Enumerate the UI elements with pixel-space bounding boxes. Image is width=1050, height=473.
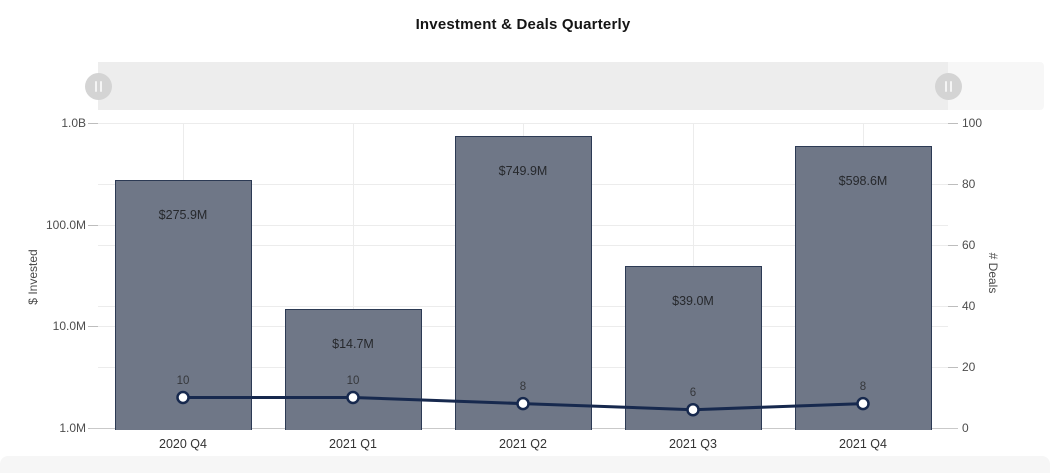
pause-grip-icon [100, 81, 102, 92]
left-axis-tick [88, 326, 98, 328]
x-axis-category-label: 2021 Q1 [329, 437, 377, 451]
bar-value-label: $39.0M [672, 294, 714, 309]
point-value-label: 10 [176, 374, 190, 387]
invested-bar[interactable] [284, 309, 422, 430]
right-axis-tick-label: 100 [962, 116, 983, 130]
line-point-marker[interactable] [176, 390, 190, 405]
x-axis-category-label: 2021 Q4 [839, 437, 887, 451]
chart-title: Investment & Deals Quarterly [415, 16, 631, 33]
pause-grip-icon [945, 81, 947, 92]
invested-bar[interactable] [114, 179, 252, 430]
left-axis-tick-label: 10.0M [52, 319, 86, 334]
line-point-marker[interactable] [516, 396, 530, 411]
bar-value-label: $275.9M [158, 207, 208, 222]
footer-bar [0, 456, 1050, 473]
left-axis-tick-label: 100.0M [45, 217, 86, 232]
invested-bar[interactable] [624, 266, 762, 430]
left-axis-tick-label: 1.0M [59, 421, 86, 435]
range-slider-right-handle[interactable] [935, 73, 962, 100]
x-axis-category-label: 2020 Q4 [159, 437, 207, 451]
right-axis-tick [948, 367, 958, 368]
right-axis-tick-label: 60 [962, 238, 976, 252]
pause-grip-icon [95, 81, 97, 92]
right-axis-tick-label: 0 [962, 421, 969, 435]
invested-bar[interactable] [794, 145, 932, 430]
bar-value-label: $598.6M [838, 173, 888, 188]
x-axis-category-label: 2021 Q2 [499, 437, 547, 451]
point-value-label: 8 [859, 380, 867, 393]
point-value-label: 10 [346, 374, 360, 387]
bar-value-label: $14.7M [332, 337, 374, 352]
invested-bar[interactable] [454, 135, 592, 430]
left-axis-tick [88, 224, 98, 226]
right-axis-tick [948, 306, 958, 307]
left-axis-tick-label: 1.0B [61, 116, 86, 130]
x-axis-category-label: 2021 Q3 [669, 437, 717, 451]
left-axis-tick [88, 123, 98, 124]
line-point-marker[interactable] [346, 390, 360, 405]
right-axis-tick-label: 80 [962, 177, 976, 191]
right-axis-tick [948, 184, 958, 185]
bar-value-label: $749.9M [498, 163, 548, 178]
range-slider-left-handle[interactable] [85, 73, 112, 100]
right-axis-tick-label: 20 [962, 360, 976, 374]
range-slider-track[interactable] [98, 62, 948, 110]
range-slider-track-unselected[interactable] [948, 62, 1044, 110]
right-axis-tick [948, 245, 958, 246]
right-axis-tick [948, 123, 958, 124]
line-point-marker[interactable] [856, 396, 870, 411]
point-value-label: 6 [689, 386, 697, 399]
vertical-gridline [353, 123, 354, 428]
point-value-label: 8 [519, 380, 527, 393]
right-axis-tick-label: 40 [962, 299, 976, 313]
horizontal-gridline [98, 123, 948, 124]
pause-grip-icon [950, 81, 952, 92]
line-point-marker[interactable] [686, 402, 700, 417]
